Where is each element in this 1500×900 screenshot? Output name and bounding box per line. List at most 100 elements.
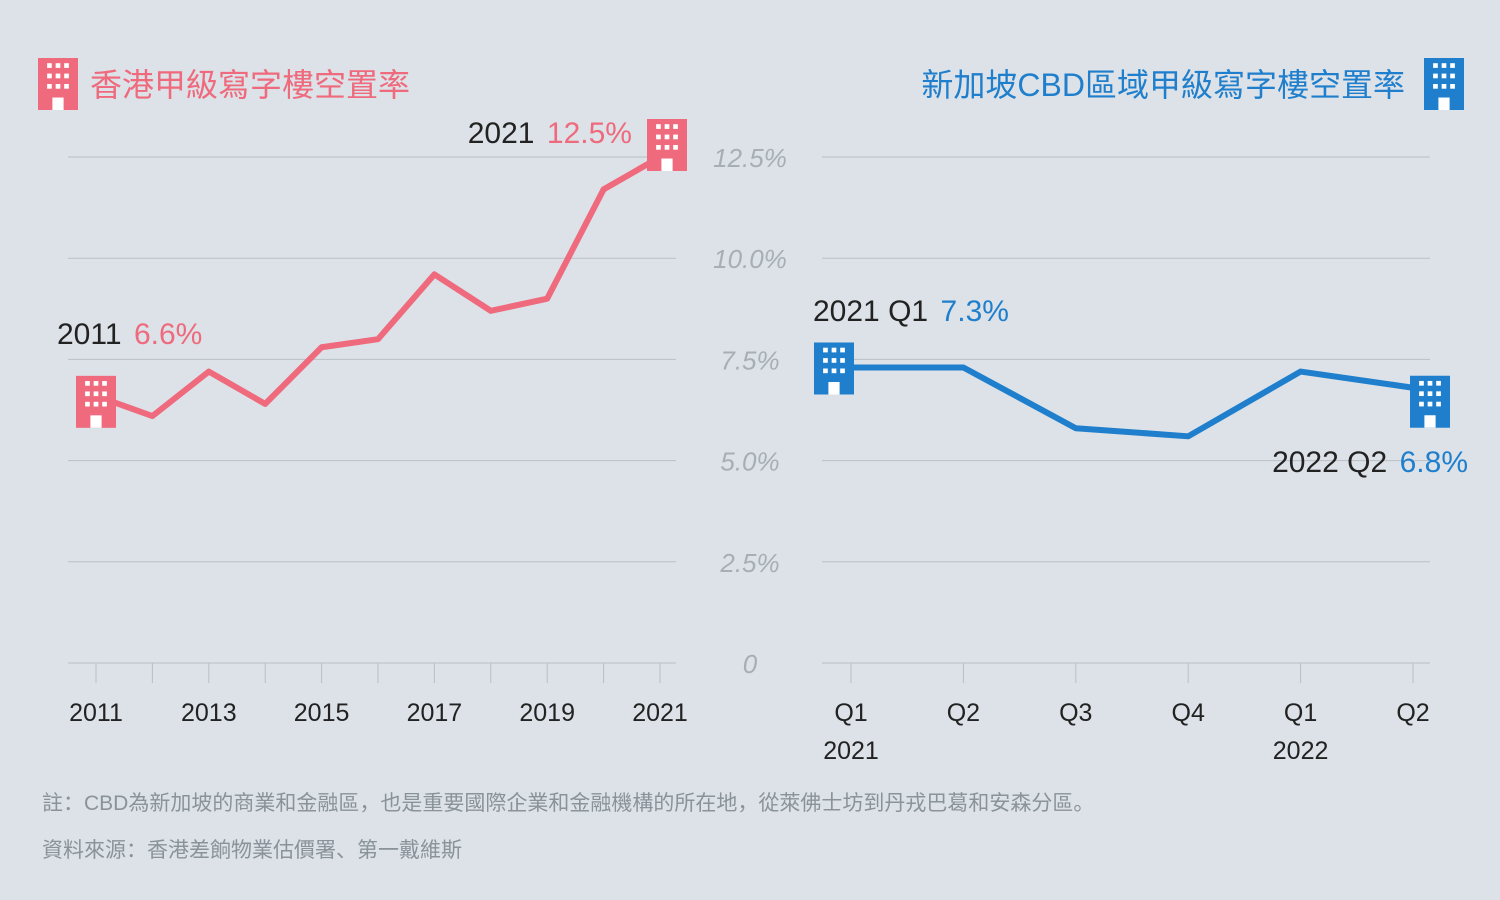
- hk-x-tick-label: 2015: [294, 699, 350, 727]
- building-window: [93, 401, 99, 407]
- sg-start-point-building-icon: [814, 342, 854, 395]
- building-window: [1427, 401, 1433, 407]
- building-window: [1419, 391, 1424, 397]
- building-window: [656, 134, 661, 140]
- building-window: [664, 145, 670, 150]
- hk-x-tick-label: 2019: [519, 699, 575, 727]
- building-window: [1436, 380, 1441, 386]
- building-window: [47, 84, 52, 89]
- building-window: [673, 124, 678, 129]
- y-tick-label: 2.5%: [719, 548, 779, 578]
- building-window: [102, 381, 107, 386]
- sg-series-line: [848, 364, 1416, 440]
- sg-annotation-start: 2021 Q1 7.3%: [813, 295, 1009, 328]
- hk-x-tick-label: 2017: [407, 699, 463, 727]
- hk-annotation-end-value: 12.5%: [547, 117, 632, 150]
- hk-annotation-start-value: 6.6%: [134, 318, 202, 351]
- building-window: [93, 391, 99, 397]
- building-door: [1424, 415, 1436, 428]
- building-window: [93, 381, 99, 386]
- building-window: [840, 347, 845, 353]
- hk-x-tick-label: 2021: [632, 699, 688, 727]
- building-window: [1419, 380, 1424, 386]
- building-window: [64, 73, 69, 79]
- building-window: [1427, 380, 1433, 386]
- sg-x-tick-label: Q3: [1059, 699, 1092, 727]
- sg-chart-title: 新加坡CBD區域甲級寫字樓空置率: [921, 67, 1405, 103]
- sg-title-building-icon-shape: [1424, 58, 1464, 110]
- sg-x-tick-label: Q2: [1396, 699, 1429, 727]
- building-window: [1450, 63, 1455, 68]
- building-door: [90, 415, 102, 428]
- building-window: [823, 358, 828, 363]
- building-window: [831, 368, 837, 374]
- building-window: [1436, 391, 1441, 397]
- sg-x-tick-label: Q1: [834, 699, 867, 727]
- building-window: [656, 124, 661, 129]
- building-window: [1433, 73, 1438, 79]
- sg-title-building-icon: [1424, 58, 1464, 110]
- building-door: [661, 158, 673, 171]
- building-window: [55, 63, 61, 68]
- building-window: [1450, 73, 1455, 79]
- hk-start-point-building-icon: [76, 375, 116, 428]
- source-note: 資料來源：香港差餉物業估價署、第一戴維斯: [42, 839, 462, 862]
- building-window: [47, 73, 52, 79]
- sg-x-tick-label: Q1: [1284, 699, 1317, 727]
- building-window: [823, 347, 828, 353]
- building-door: [1438, 97, 1450, 110]
- hk-title-building-icon-shape: [38, 58, 78, 110]
- hk-title-building-icon: [38, 58, 78, 110]
- building-window: [1441, 84, 1447, 89]
- building-window: [1441, 63, 1447, 68]
- hk-end-point-building-icon: [647, 119, 687, 171]
- sg-annotation-end-year: 2022 Q2: [1272, 446, 1387, 479]
- building-window: [1441, 73, 1447, 79]
- building-window: [47, 63, 52, 68]
- building-window: [831, 358, 837, 363]
- building-window: [64, 63, 69, 68]
- y-tick-label: 7.5%: [720, 345, 779, 375]
- sg-annotation-end-value: 6.8%: [1400, 446, 1468, 479]
- building-window: [102, 391, 107, 397]
- building-window: [1433, 84, 1438, 89]
- building-door: [828, 382, 840, 395]
- sg-end-point-building-icon: [1410, 375, 1450, 428]
- building-window: [85, 391, 90, 397]
- building-window: [1419, 401, 1424, 407]
- sg-x-tick-label: Q2: [947, 699, 980, 727]
- building-window: [55, 84, 61, 89]
- building-window: [1433, 63, 1438, 68]
- y-tick-label: 10.0%: [713, 244, 787, 274]
- sg-x-tick-label: Q4: [1172, 699, 1205, 727]
- building-window: [656, 145, 661, 150]
- building-window: [85, 401, 90, 407]
- building-window: [85, 381, 90, 386]
- building-window: [664, 134, 670, 140]
- building-window: [673, 145, 678, 150]
- sg-x-year-label: 2021: [823, 737, 879, 765]
- building-window: [1427, 391, 1433, 397]
- hk-x-tick-label: 2013: [181, 699, 237, 727]
- building-door: [52, 97, 64, 110]
- sg-x-year-label: 2022: [1273, 737, 1329, 765]
- sg-annotation-start-year: 2021 Q1: [813, 295, 928, 328]
- hk-annotation-start: 2011 6.6%: [57, 318, 202, 351]
- building-window: [831, 347, 837, 353]
- building-window: [840, 358, 845, 363]
- building-window: [664, 124, 670, 129]
- y-tick-label: 12.5%: [713, 143, 787, 173]
- sg-annotation-end: 2022 Q2 6.8%: [1272, 446, 1468, 479]
- building-window: [823, 368, 828, 374]
- hk-x-tick-label: 2011: [69, 699, 123, 727]
- building-window: [55, 73, 61, 79]
- hk-annotation-end-year: 2021: [468, 117, 535, 150]
- hk-annotation-start-year: 2011: [57, 318, 122, 351]
- building-window: [1436, 401, 1441, 407]
- y-tick-label: 0: [743, 649, 758, 679]
- hk-annotation-end: 2021 12.5%: [468, 117, 632, 150]
- building-window: [840, 368, 845, 374]
- hk-chart-title: 香港甲級寫字樓空置率: [90, 67, 410, 103]
- hk-series-line: [93, 154, 663, 420]
